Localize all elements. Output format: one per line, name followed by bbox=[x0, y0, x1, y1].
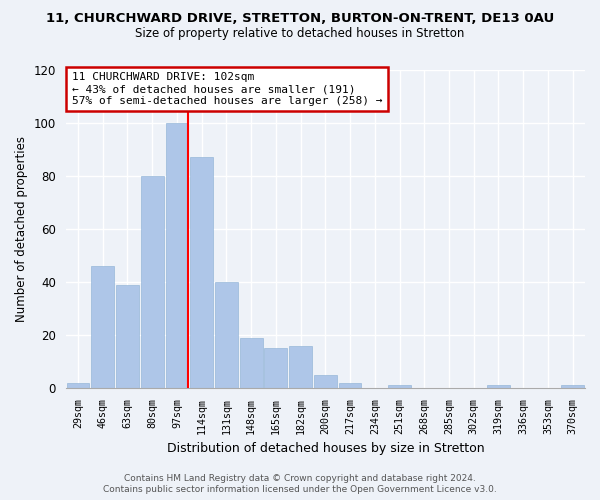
Bar bbox=[67, 382, 89, 388]
Text: Contains HM Land Registry data © Crown copyright and database right 2024.
Contai: Contains HM Land Registry data © Crown c… bbox=[103, 474, 497, 494]
Bar bbox=[388, 386, 411, 388]
Bar bbox=[338, 382, 361, 388]
Bar bbox=[265, 348, 287, 388]
Bar bbox=[166, 123, 188, 388]
Text: 11, CHURCHWARD DRIVE, STRETTON, BURTON-ON-TRENT, DE13 0AU: 11, CHURCHWARD DRIVE, STRETTON, BURTON-O… bbox=[46, 12, 554, 26]
Bar bbox=[141, 176, 164, 388]
Bar bbox=[240, 338, 263, 388]
Bar bbox=[215, 282, 238, 388]
Bar bbox=[487, 386, 510, 388]
Text: 11 CHURCHWARD DRIVE: 102sqm
← 43% of detached houses are smaller (191)
57% of se: 11 CHURCHWARD DRIVE: 102sqm ← 43% of det… bbox=[71, 72, 382, 106]
Bar bbox=[289, 346, 312, 388]
Bar bbox=[561, 386, 584, 388]
X-axis label: Distribution of detached houses by size in Stretton: Distribution of detached houses by size … bbox=[167, 442, 484, 455]
Y-axis label: Number of detached properties: Number of detached properties bbox=[15, 136, 28, 322]
Bar bbox=[314, 374, 337, 388]
Bar bbox=[190, 158, 213, 388]
Text: Size of property relative to detached houses in Stretton: Size of property relative to detached ho… bbox=[136, 28, 464, 40]
Bar bbox=[91, 266, 114, 388]
Bar bbox=[116, 284, 139, 388]
